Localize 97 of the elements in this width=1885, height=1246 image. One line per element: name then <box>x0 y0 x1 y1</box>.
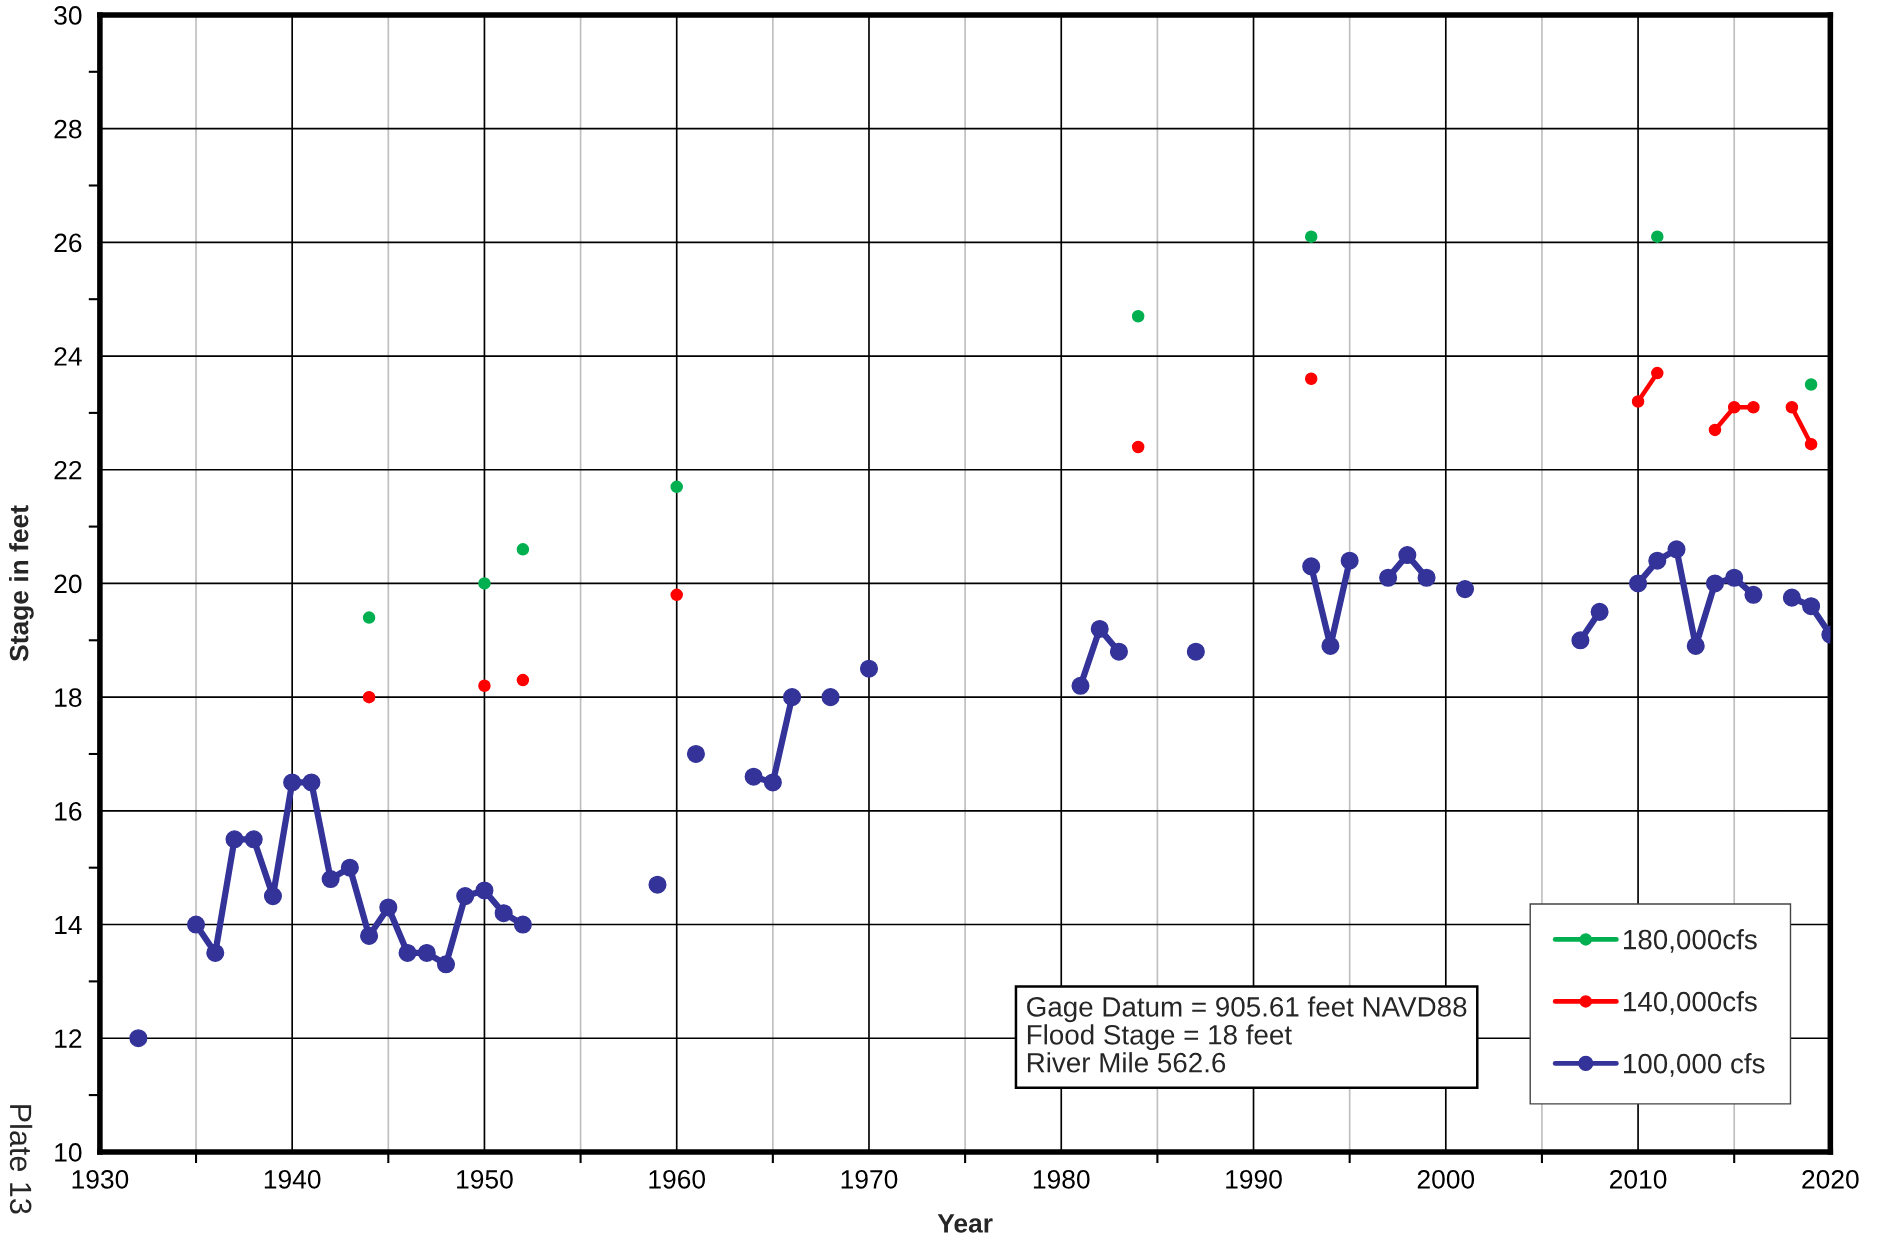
point <box>1090 619 1109 638</box>
y-tick-label: 12 <box>55 1029 82 1048</box>
x-tick-label: 2000 <box>1417 1169 1475 1189</box>
point <box>456 887 475 906</box>
point <box>1379 568 1398 587</box>
y-tick-label: 18 <box>55 688 82 707</box>
point <box>1802 597 1821 616</box>
x-tick-label: 1960 <box>649 1169 706 1189</box>
point <box>283 773 302 792</box>
point <box>783 688 802 707</box>
point <box>1398 545 1417 565</box>
point <box>1667 540 1686 559</box>
point <box>1571 631 1590 650</box>
point <box>1417 568 1436 587</box>
point <box>187 915 206 934</box>
y-tick-label: 10 <box>55 1143 82 1162</box>
x-tick-label: 2010 <box>1610 1169 1667 1189</box>
point <box>1782 588 1801 607</box>
point <box>516 673 530 687</box>
point <box>821 688 840 707</box>
point <box>859 659 879 678</box>
point <box>1648 551 1667 570</box>
legend-label: 180,000cfs <box>1624 929 1757 953</box>
point <box>1651 366 1664 380</box>
x-tick-label: 2020 <box>1802 1169 1859 1189</box>
point <box>1651 230 1664 243</box>
y-tick-label: 14 <box>55 915 82 935</box>
point <box>744 767 763 786</box>
point <box>206 943 225 962</box>
point <box>1708 423 1722 437</box>
point <box>1744 585 1763 604</box>
point <box>1629 574 1648 593</box>
point <box>1304 230 1318 243</box>
point <box>1131 309 1145 323</box>
y-tick-label: 24 <box>54 347 82 366</box>
point <box>362 690 376 704</box>
point <box>379 898 398 917</box>
point <box>1727 400 1741 414</box>
annotation: Gage Datum = 905.61 feet NAVD88 Flood Stage = 18 feet River Mile 562.6 <box>1027 996 1467 1073</box>
point <box>398 943 417 962</box>
point <box>648 875 667 894</box>
x-tick-label: 1930 <box>72 1169 129 1189</box>
point <box>302 773 321 792</box>
y-tick-label: 22 <box>54 460 82 480</box>
y-tick-label: 16 <box>55 801 82 821</box>
y-tick-label: 30 <box>54 6 82 25</box>
point <box>362 611 376 624</box>
point <box>129 1029 148 1048</box>
point <box>1804 378 1818 391</box>
point <box>1725 568 1744 587</box>
point <box>1747 400 1760 414</box>
point <box>478 679 491 693</box>
point <box>475 881 494 900</box>
point <box>1186 642 1205 661</box>
point <box>670 480 683 494</box>
point <box>1631 395 1645 408</box>
y-tick-label: 20 <box>54 574 82 594</box>
point <box>225 830 244 849</box>
point <box>686 744 705 764</box>
point <box>1071 676 1090 695</box>
x-tick-label: 1970 <box>841 1169 898 1189</box>
point <box>494 904 513 923</box>
x-tick-label: 1950 <box>457 1169 513 1189</box>
y-axis-title: Stage in feet <box>9 505 34 662</box>
point <box>763 773 782 792</box>
point <box>1131 440 1145 454</box>
legend-label: 100,000 cfs <box>1624 1053 1765 1077</box>
point <box>1804 437 1818 451</box>
x-tick-label: 1980 <box>1033 1169 1090 1189</box>
x-axis-title: Year <box>937 1214 993 1233</box>
point <box>1304 372 1318 386</box>
point <box>478 577 491 590</box>
point <box>263 887 282 906</box>
point <box>670 588 683 602</box>
x-tick-label: 1990 <box>1226 1169 1282 1189</box>
point <box>1321 636 1340 656</box>
point <box>321 870 340 889</box>
point <box>436 955 456 974</box>
point <box>516 543 530 556</box>
point <box>1302 557 1321 576</box>
legend-label: 140,000cfs <box>1624 991 1757 1015</box>
point <box>417 943 436 962</box>
point <box>1455 580 1475 599</box>
point <box>1785 400 1799 414</box>
point <box>340 858 359 877</box>
x-tick-label: 1940 <box>264 1169 321 1189</box>
y-tick-label: 28 <box>54 119 82 139</box>
point <box>1705 574 1725 593</box>
point <box>1109 642 1128 661</box>
text: Plate 13 <box>9 1105 33 1214</box>
point <box>1686 636 1705 656</box>
point <box>244 830 263 849</box>
point <box>360 926 379 945</box>
point <box>1590 602 1609 621</box>
y-tick-label: 26 <box>54 233 82 253</box>
point <box>513 915 532 934</box>
point <box>1340 551 1359 570</box>
